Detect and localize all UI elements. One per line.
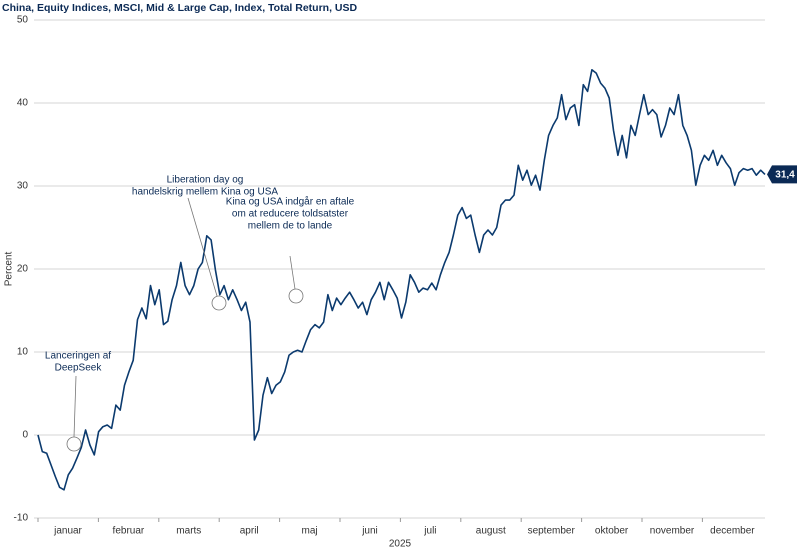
x-tick-label: januar xyxy=(53,526,82,537)
end-label: 31,4 xyxy=(775,170,795,181)
y-tick-label: 30 xyxy=(17,181,29,192)
y-tick-label: 10 xyxy=(17,347,29,358)
annotation-circle xyxy=(288,288,304,304)
x-tick-label: oktober xyxy=(595,526,629,537)
annotation-pointer xyxy=(289,255,296,290)
end-label-box xyxy=(767,165,797,184)
y-tick-label: 50 xyxy=(17,15,29,26)
chart-title: China, Equity Indices, MSCI, Mid & Large… xyxy=(2,2,358,14)
y-tick-label: 20 xyxy=(17,264,29,275)
annotation-pointer xyxy=(73,375,77,438)
annotation-circle xyxy=(211,295,227,311)
x-tick-label: august xyxy=(476,526,506,537)
annotation-text: om at reducere toldsatster xyxy=(232,209,349,220)
x-tick-label: september xyxy=(528,526,576,537)
y-tick-label: 0 xyxy=(22,430,28,441)
x-tick-label: juni xyxy=(361,526,378,537)
x-tick-label: november xyxy=(650,526,695,537)
annotation-text: Lanceringen af xyxy=(45,351,111,362)
x-tick-label: februar xyxy=(113,526,145,537)
x-tick-label: april xyxy=(240,526,259,537)
annotation-text: Kina og USA indgår en aftale xyxy=(226,196,355,208)
annotation-pointer xyxy=(187,197,218,297)
x-axis-label: 2025 xyxy=(389,539,412,550)
annotation-circle xyxy=(66,436,82,452)
x-tick-label: marts xyxy=(176,526,201,537)
x-tick-label: maj xyxy=(302,526,318,537)
x-tick-label: juli xyxy=(423,526,436,537)
annotation-text: DeepSeek xyxy=(55,363,103,374)
y-tick-label: 40 xyxy=(17,98,29,109)
annotation-text: mellem de to lande xyxy=(248,221,333,232)
y-axis-label: Percent xyxy=(4,252,15,287)
y-tick-label: -10 xyxy=(14,513,29,524)
annotation-text: handelskrig mellem Kina og USA xyxy=(132,187,279,198)
annotation-text: Liberation day og xyxy=(167,175,244,186)
line-series xyxy=(37,69,766,491)
x-tick-label: december xyxy=(710,526,755,537)
